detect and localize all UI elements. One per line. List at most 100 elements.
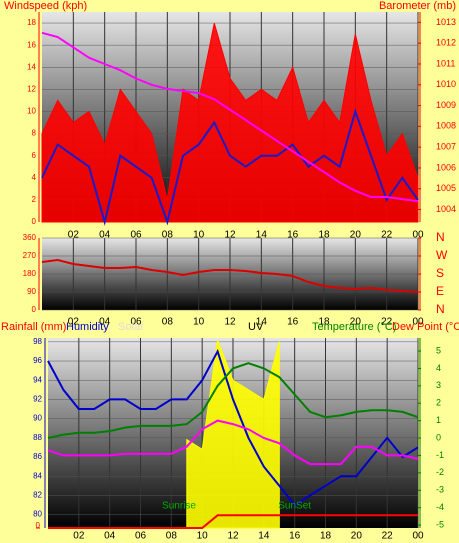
x-tick-label: 02 [73, 531, 85, 542]
x-tick-label: 22 [382, 531, 394, 542]
y-tick-label: 84 [33, 471, 42, 480]
y2-tick-label: 5 [436, 345, 441, 355]
y-tick-label: 360 [23, 233, 37, 242]
y2-tick-label: -2 [436, 467, 444, 477]
series-area [186, 339, 280, 529]
y2-tick-label: 3 [436, 380, 441, 390]
x-tick-label: 00 [412, 531, 424, 542]
x-tick-label: 16 [287, 317, 299, 328]
x-tick-label: 02 [68, 317, 80, 328]
y2-tick-label: 1012 [436, 38, 456, 48]
x-tick-label: 06 [130, 230, 142, 241]
x-tick-label: 04 [104, 531, 116, 542]
x-tick-label: 16 [287, 230, 299, 241]
y-tick-label: 18 [27, 18, 36, 27]
y-tick-label: 10 [27, 107, 36, 116]
y-tick-label: 14 [27, 62, 36, 71]
x-tick-label: 04 [99, 230, 111, 241]
x-tick-label: 08 [162, 230, 174, 241]
x-tick-label: 12 [227, 531, 239, 542]
annotation: Sunrise [162, 501, 196, 512]
x-tick-label: 20 [351, 531, 363, 542]
y2-axis-title: Barometer (mb) [379, 0, 456, 12]
x-tick-label: 08 [166, 531, 178, 542]
y2-tick-label: 2 [436, 398, 441, 408]
x-tick-label: 08 [162, 317, 174, 328]
legend-entry: Solar [118, 321, 144, 333]
x-tick-label: 00 [412, 317, 424, 328]
x-tick-label: 12 [224, 230, 236, 241]
y-tick-label: 90 [33, 414, 42, 423]
y2-tick-label: 1 [436, 415, 441, 425]
y2-tick-label: -3 [436, 485, 444, 495]
y3-tick-label: 0 [36, 521, 41, 530]
y-tick-label: 12 [27, 84, 36, 93]
x-tick-label: 06 [135, 531, 147, 542]
x-tick-label: 02 [68, 230, 80, 241]
series-line [41, 258, 419, 293]
x-tick-label: 20 [350, 317, 362, 328]
y-tick-label: 86 [33, 452, 42, 461]
y2-tick-label: E [436, 284, 444, 298]
y2-tick-label: 4 [436, 363, 441, 373]
x-tick-label: 22 [381, 230, 393, 241]
series-line [41, 31, 419, 203]
y-tick-label: 6 [32, 151, 37, 160]
y2-tick-label: -4 [436, 502, 444, 512]
series-line [48, 514, 418, 529]
x-tick-label: 18 [320, 531, 332, 542]
x-tick-label: 10 [193, 317, 205, 328]
y-tick-label: 16 [27, 40, 36, 49]
y-tick-label: 90 [27, 287, 36, 296]
y-tick-label: 8 [32, 129, 37, 138]
y-tick-label: 96 [33, 356, 42, 365]
series-line [47, 362, 419, 439]
legend-entry: Dew Point (°C) [392, 321, 459, 333]
y-tick-label: 2 [32, 195, 37, 204]
series-line [47, 419, 419, 466]
annotation: SunSet [278, 501, 311, 512]
x-tick-label: 10 [193, 230, 205, 241]
y2-tick-label: -1 [436, 450, 444, 460]
x-tick-label: 18 [318, 230, 330, 241]
x-tick-label: 10 [197, 531, 209, 542]
y2-tick-label: 1008 [436, 121, 456, 131]
y-tick-label: 98 [33, 337, 42, 346]
x-tick-label: 14 [258, 531, 270, 542]
legend-entry: UV [248, 321, 264, 333]
y2-tick-label: 1004 [436, 204, 456, 214]
x-tick-label: 06 [130, 317, 142, 328]
x-tick-label: 14 [256, 317, 268, 328]
y2-tick-label: 1006 [436, 162, 456, 172]
y-tick-label: 180 [23, 269, 37, 278]
y-tick-label: 92 [33, 395, 42, 404]
y2-tick-label: 1007 [436, 142, 456, 152]
x-tick-label: 12 [224, 317, 236, 328]
x-tick-label: 04 [99, 317, 111, 328]
y2-tick-label: S [436, 266, 444, 280]
x-tick-label: 22 [381, 317, 393, 328]
y-tick-label: 0 [32, 305, 37, 314]
y2-tick-label: N [436, 230, 445, 244]
y-tick-label: 4 [32, 173, 37, 182]
x-tick-label: 00 [412, 230, 424, 241]
y2-tick-label: W [436, 248, 448, 262]
y2-tick-label: 1010 [436, 79, 456, 89]
y-tick-label: 0 [32, 217, 37, 226]
y-tick-label: 80 [33, 510, 42, 519]
y2-tick-label: 0 [436, 432, 441, 442]
y-axis-title: Windspeed (kph) [4, 0, 87, 12]
y2-tick-label: 1009 [436, 100, 456, 110]
y2-tick-label: 1011 [436, 58, 455, 68]
x-tick-label: 18 [318, 317, 330, 328]
y-tick-label: 94 [33, 375, 42, 384]
y-tick-label: 88 [33, 433, 42, 442]
y2-tick-label: N [436, 302, 445, 316]
y-tick-label: 82 [33, 490, 42, 499]
series-line [41, 108, 419, 226]
legend-entry: Temperature (°C) [312, 321, 396, 333]
x-tick-label: 20 [350, 230, 362, 241]
y-tick-label: 270 [23, 251, 37, 260]
